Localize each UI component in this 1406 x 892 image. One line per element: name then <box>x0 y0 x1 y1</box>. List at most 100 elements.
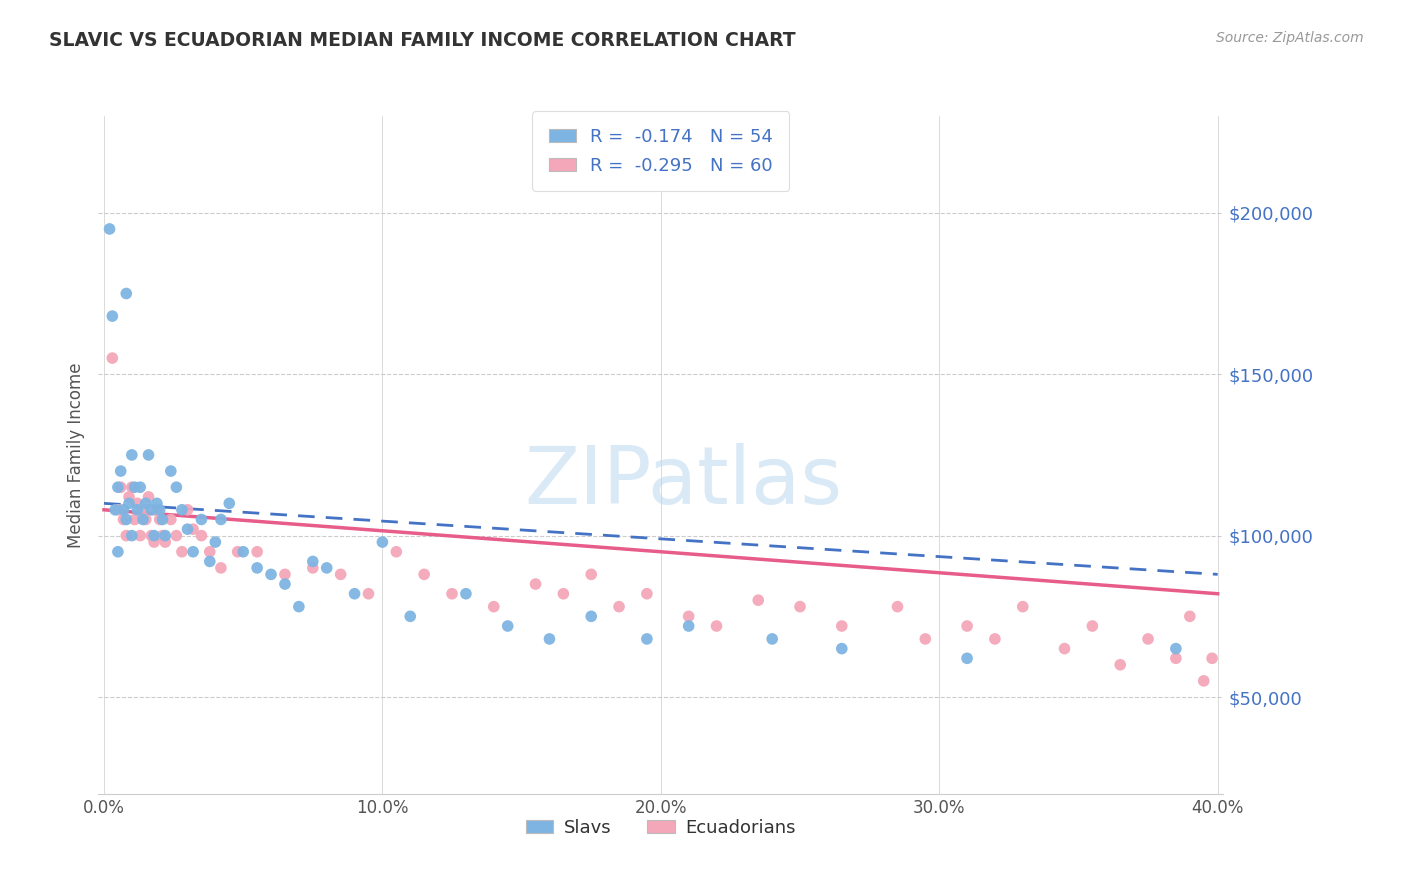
Point <box>274 567 297 582</box>
Point <box>607 599 630 614</box>
Point <box>198 545 221 559</box>
Point <box>226 545 249 559</box>
Point <box>181 522 204 536</box>
Point <box>135 512 157 526</box>
Point <box>135 496 157 510</box>
Point <box>138 448 160 462</box>
Point <box>112 503 135 517</box>
Point <box>129 480 152 494</box>
Point <box>132 503 155 517</box>
Point <box>329 567 352 582</box>
Point <box>118 496 141 510</box>
Text: ZIPatlas: ZIPatlas <box>524 443 842 521</box>
Point <box>1109 657 1132 672</box>
Point <box>127 496 149 510</box>
Point <box>209 561 232 575</box>
Point <box>636 632 658 646</box>
Point <box>956 651 979 665</box>
Point <box>159 512 181 526</box>
Point <box>101 309 124 323</box>
Point <box>176 503 198 517</box>
Point <box>155 535 177 549</box>
Point <box>190 528 212 542</box>
Point <box>165 480 187 494</box>
Point <box>107 545 129 559</box>
Point <box>301 561 323 575</box>
Point <box>553 587 575 601</box>
Point <box>1164 651 1187 665</box>
Point <box>124 512 146 526</box>
Point <box>385 545 408 559</box>
Point <box>246 561 269 575</box>
Point <box>132 512 155 526</box>
Point <box>115 528 138 542</box>
Point <box>789 599 811 614</box>
Point <box>146 503 169 517</box>
Point <box>181 545 204 559</box>
Point <box>141 528 163 542</box>
Point <box>101 351 124 365</box>
Point <box>1011 599 1033 614</box>
Point <box>678 619 700 633</box>
Legend: Slavs, Ecuadorians: Slavs, Ecuadorians <box>517 810 804 846</box>
Point <box>315 561 337 575</box>
Point <box>138 490 160 504</box>
Point <box>301 554 323 568</box>
Point <box>112 512 135 526</box>
Point <box>496 619 519 633</box>
Point <box>747 593 769 607</box>
Point <box>232 545 254 559</box>
Point <box>170 503 193 517</box>
Text: SLAVIC VS ECUADORIAN MEDIAN FAMILY INCOME CORRELATION CHART: SLAVIC VS ECUADORIAN MEDIAN FAMILY INCOM… <box>49 31 796 50</box>
Point <box>454 587 477 601</box>
Point <box>246 545 269 559</box>
Point <box>165 528 187 542</box>
Point <box>190 512 212 526</box>
Point <box>152 512 174 526</box>
Point <box>129 528 152 542</box>
Point <box>1192 673 1215 688</box>
Point <box>371 535 394 549</box>
Point <box>524 577 547 591</box>
Point <box>107 503 129 517</box>
Point <box>121 528 143 542</box>
Point <box>343 587 366 601</box>
Point <box>706 619 728 633</box>
Point <box>98 222 121 236</box>
Point <box>110 480 132 494</box>
Point <box>198 554 221 568</box>
Point <box>538 632 561 646</box>
Point <box>831 641 853 656</box>
Point <box>141 503 163 517</box>
Point <box>984 632 1007 646</box>
Point <box>482 599 505 614</box>
Point <box>121 448 143 462</box>
Point <box>155 528 177 542</box>
Y-axis label: Median Family Income: Median Family Income <box>66 362 84 548</box>
Point <box>149 512 172 526</box>
Point <box>107 480 129 494</box>
Point <box>636 587 658 601</box>
Point <box>886 599 908 614</box>
Point <box>260 567 283 582</box>
Point <box>1164 641 1187 656</box>
Point <box>1201 651 1223 665</box>
Point <box>274 577 297 591</box>
Point <box>1178 609 1201 624</box>
Point <box>831 619 853 633</box>
Point <box>143 528 166 542</box>
Point <box>124 480 146 494</box>
Point <box>104 503 127 517</box>
Point <box>118 490 141 504</box>
Point <box>678 609 700 624</box>
Point <box>115 512 138 526</box>
Point <box>110 464 132 478</box>
Point <box>143 535 166 549</box>
Point <box>761 632 783 646</box>
Point <box>209 512 232 526</box>
Point <box>579 609 602 624</box>
Point <box>115 286 138 301</box>
Point <box>914 632 936 646</box>
Point <box>170 545 193 559</box>
Point <box>357 587 380 601</box>
